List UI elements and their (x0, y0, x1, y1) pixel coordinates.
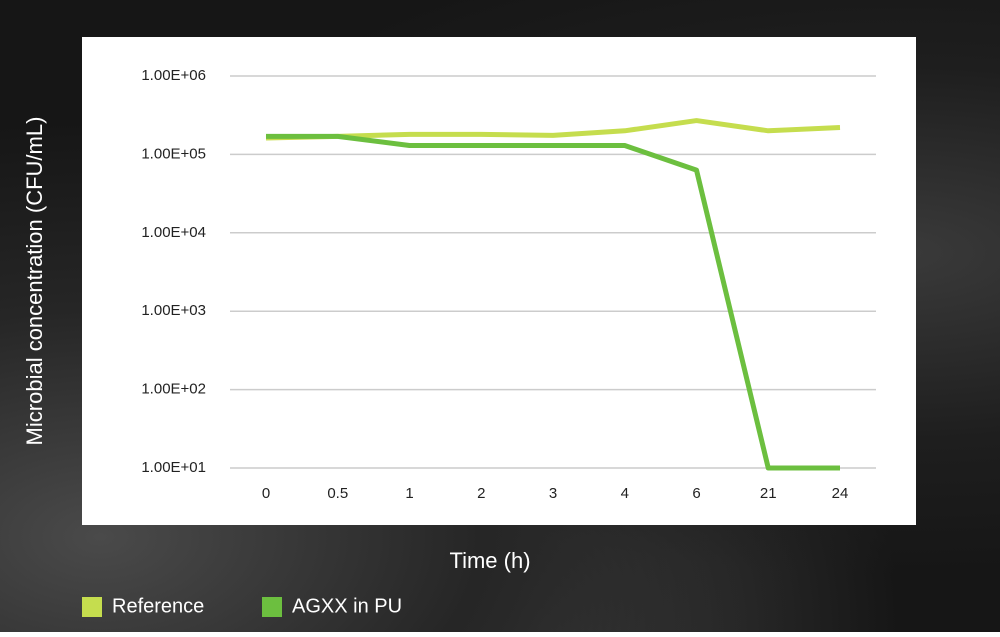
series-line (266, 133, 840, 471)
legend-swatch (262, 597, 282, 617)
x-tick-label: 1 (405, 485, 413, 502)
x-tick-label: 3 (549, 485, 557, 502)
y-tick-label: 1.00E+01 (141, 459, 206, 476)
y-tick-label: 1.00E+02 (141, 381, 206, 398)
y-tick-label: 1.00E+04 (141, 224, 206, 241)
x-tick-label: 0 (262, 485, 270, 502)
series-line (265, 118, 841, 141)
y-tick-label: 1.00E+06 (141, 67, 206, 84)
plot-panel (82, 37, 916, 525)
x-tick-label: 4 (621, 485, 629, 502)
legend-label: AGXX in PU (292, 595, 402, 617)
y-axis-label: Microbial concentration (CFU/mL) (22, 117, 47, 446)
x-tick-label: 24 (832, 485, 849, 502)
legend-label: Reference (112, 595, 204, 617)
y-tick-label: 1.00E+03 (141, 302, 206, 319)
x-tick-label: 2 (477, 485, 485, 502)
x-tick-label: 6 (692, 485, 700, 502)
x-tick-label: 0.5 (327, 485, 348, 502)
x-tick-label: 21 (760, 485, 777, 502)
legend-swatch (82, 597, 102, 617)
y-tick-label: 1.00E+05 (141, 145, 206, 162)
x-axis-label: Time (h) (449, 548, 530, 573)
